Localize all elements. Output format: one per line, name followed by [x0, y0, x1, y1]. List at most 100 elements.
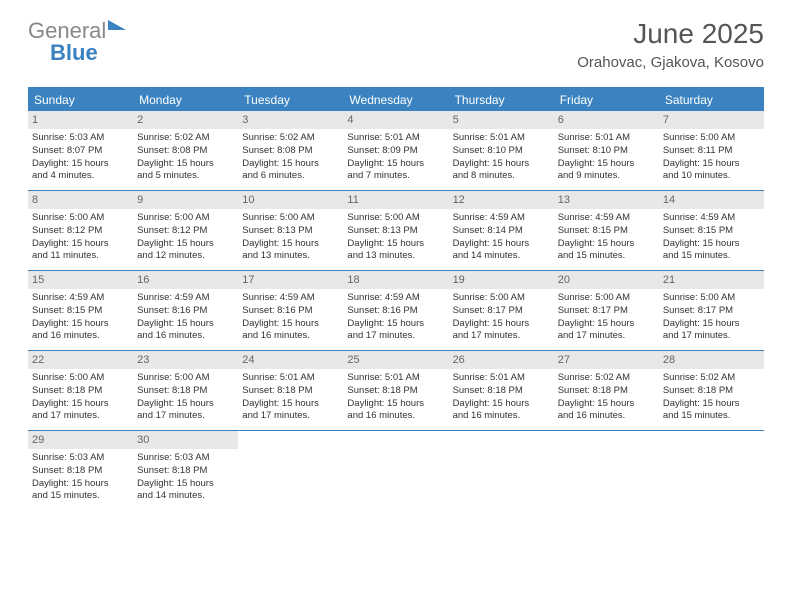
sunset-text: Sunset: 8:12 PM: [32, 225, 129, 238]
sunrise-text: Sunrise: 5:01 AM: [242, 372, 339, 385]
day-number: 25: [343, 351, 448, 369]
day-number: 5: [449, 111, 554, 129]
sunrise-text: Sunrise: 4:59 AM: [242, 292, 339, 305]
daylight-text: Daylight: 15 hours: [32, 478, 129, 491]
calendar: Sunday Monday Tuesday Wednesday Thursday…: [28, 87, 764, 511]
week-row: 22Sunrise: 5:00 AMSunset: 8:18 PMDayligh…: [28, 351, 764, 431]
sunrise-text: Sunrise: 4:59 AM: [347, 292, 444, 305]
day-cell: 8Sunrise: 5:00 AMSunset: 8:12 PMDaylight…: [28, 191, 133, 270]
daylight-text: Daylight: 15 hours: [242, 398, 339, 411]
sunset-text: Sunset: 8:18 PM: [137, 385, 234, 398]
day-cell: 25Sunrise: 5:01 AMSunset: 8:18 PMDayligh…: [343, 351, 448, 430]
sunset-text: Sunset: 8:16 PM: [347, 305, 444, 318]
daylight-text: and 8 minutes.: [453, 170, 550, 183]
daylight-text: and 17 minutes.: [663, 330, 760, 343]
day-cell: 10Sunrise: 5:00 AMSunset: 8:13 PMDayligh…: [238, 191, 343, 270]
sunrise-text: Sunrise: 5:01 AM: [347, 372, 444, 385]
sunset-text: Sunset: 8:14 PM: [453, 225, 550, 238]
sunrise-text: Sunrise: 5:00 AM: [347, 212, 444, 225]
day-number: 11: [343, 191, 448, 209]
sunset-text: Sunset: 8:08 PM: [242, 145, 339, 158]
sunset-text: Sunset: 8:18 PM: [558, 385, 655, 398]
daylight-text: Daylight: 15 hours: [453, 398, 550, 411]
sunset-text: Sunset: 8:09 PM: [347, 145, 444, 158]
daylight-text: and 10 minutes.: [663, 170, 760, 183]
day-cell: [554, 431, 659, 511]
day-cell: [659, 431, 764, 511]
day-cell: 9Sunrise: 5:00 AMSunset: 8:12 PMDaylight…: [133, 191, 238, 270]
sunrise-text: Sunrise: 4:59 AM: [32, 292, 129, 305]
day-cell: 7Sunrise: 5:00 AMSunset: 8:11 PMDaylight…: [659, 111, 764, 190]
sunrise-text: Sunrise: 5:01 AM: [558, 132, 655, 145]
day-cell: [343, 431, 448, 511]
sunrise-text: Sunrise: 5:01 AM: [453, 372, 550, 385]
daylight-text: and 17 minutes.: [347, 330, 444, 343]
daylight-text: and 15 minutes.: [663, 410, 760, 423]
day-cell: 24Sunrise: 5:01 AMSunset: 8:18 PMDayligh…: [238, 351, 343, 430]
day-cell: 18Sunrise: 4:59 AMSunset: 8:16 PMDayligh…: [343, 271, 448, 350]
logo-triangle-icon: [108, 20, 126, 30]
daylight-text: Daylight: 15 hours: [347, 238, 444, 251]
sunrise-text: Sunrise: 5:03 AM: [32, 452, 129, 465]
day-cell: 20Sunrise: 5:00 AMSunset: 8:17 PMDayligh…: [554, 271, 659, 350]
dayhead-tue: Tuesday: [238, 89, 343, 111]
sunset-text: Sunset: 8:18 PM: [32, 465, 129, 478]
sunrise-text: Sunrise: 5:02 AM: [558, 372, 655, 385]
day-cell: 12Sunrise: 4:59 AMSunset: 8:14 PMDayligh…: [449, 191, 554, 270]
daylight-text: Daylight: 15 hours: [663, 158, 760, 171]
daylight-text: and 5 minutes.: [137, 170, 234, 183]
sunrise-text: Sunrise: 5:00 AM: [137, 212, 234, 225]
day-number: 22: [28, 351, 133, 369]
sunset-text: Sunset: 8:16 PM: [137, 305, 234, 318]
day-cell: [238, 431, 343, 511]
day-cell: [449, 431, 554, 511]
sunrise-text: Sunrise: 5:00 AM: [453, 292, 550, 305]
day-number: 27: [554, 351, 659, 369]
daylight-text: Daylight: 15 hours: [558, 398, 655, 411]
dayhead-wed: Wednesday: [343, 89, 448, 111]
daylight-text: Daylight: 15 hours: [453, 158, 550, 171]
daylight-text: Daylight: 15 hours: [347, 158, 444, 171]
daylight-text: Daylight: 15 hours: [242, 238, 339, 251]
daylight-text: Daylight: 15 hours: [137, 398, 234, 411]
day-number: 10: [238, 191, 343, 209]
daylight-text: and 9 minutes.: [558, 170, 655, 183]
daylight-text: and 11 minutes.: [32, 250, 129, 263]
week-row: 8Sunrise: 5:00 AMSunset: 8:12 PMDaylight…: [28, 191, 764, 271]
day-number: 20: [554, 271, 659, 289]
daylight-text: Daylight: 15 hours: [137, 478, 234, 491]
day-cell: 1Sunrise: 5:03 AMSunset: 8:07 PMDaylight…: [28, 111, 133, 190]
daylight-text: and 17 minutes.: [242, 410, 339, 423]
sunrise-text: Sunrise: 5:00 AM: [32, 372, 129, 385]
daylight-text: and 13 minutes.: [242, 250, 339, 263]
day-cell: 28Sunrise: 5:02 AMSunset: 8:18 PMDayligh…: [659, 351, 764, 430]
sunrise-text: Sunrise: 5:00 AM: [663, 132, 760, 145]
day-number: 1: [28, 111, 133, 129]
sunset-text: Sunset: 8:10 PM: [558, 145, 655, 158]
day-number: 28: [659, 351, 764, 369]
daylight-text: and 16 minutes.: [137, 330, 234, 343]
daylight-text: and 17 minutes.: [137, 410, 234, 423]
sunset-text: Sunset: 8:13 PM: [347, 225, 444, 238]
sunset-text: Sunset: 8:15 PM: [32, 305, 129, 318]
day-number: 9: [133, 191, 238, 209]
sunset-text: Sunset: 8:13 PM: [242, 225, 339, 238]
sunset-text: Sunset: 8:11 PM: [663, 145, 760, 158]
dayhead-sat: Saturday: [659, 89, 764, 111]
daylight-text: Daylight: 15 hours: [242, 318, 339, 331]
sunset-text: Sunset: 8:15 PM: [558, 225, 655, 238]
sunset-text: Sunset: 8:18 PM: [32, 385, 129, 398]
day-number: 19: [449, 271, 554, 289]
day-number: 17: [238, 271, 343, 289]
daylight-text: and 15 minutes.: [558, 250, 655, 263]
daylight-text: Daylight: 15 hours: [347, 318, 444, 331]
sunset-text: Sunset: 8:18 PM: [347, 385, 444, 398]
day-cell: 13Sunrise: 4:59 AMSunset: 8:15 PMDayligh…: [554, 191, 659, 270]
sunrise-text: Sunrise: 5:01 AM: [453, 132, 550, 145]
day-cell: 23Sunrise: 5:00 AMSunset: 8:18 PMDayligh…: [133, 351, 238, 430]
day-cell: 15Sunrise: 4:59 AMSunset: 8:15 PMDayligh…: [28, 271, 133, 350]
dayhead-fri: Friday: [554, 89, 659, 111]
daylight-text: and 14 minutes.: [453, 250, 550, 263]
daylight-text: Daylight: 15 hours: [137, 238, 234, 251]
logo-text-2: Blue: [50, 40, 98, 65]
